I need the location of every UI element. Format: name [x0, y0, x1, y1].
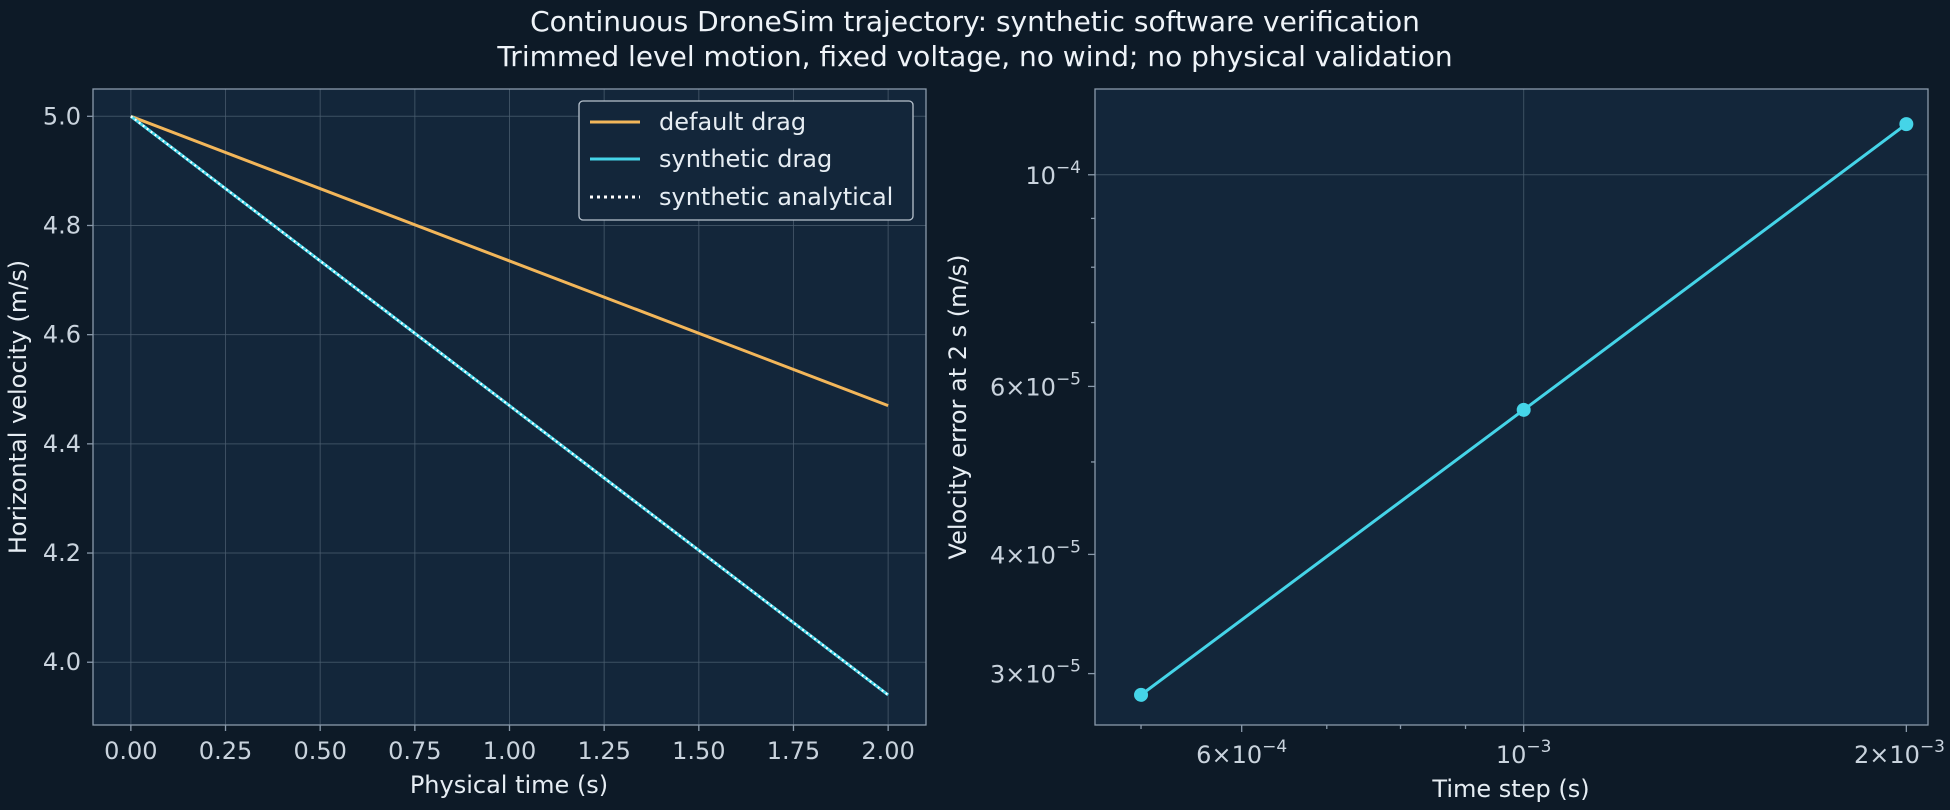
legend-label-default-drag: default drag — [659, 108, 806, 136]
velocity-legend: default drag synthetic drag synthetic an… — [578, 100, 914, 221]
convergence-plot-area — [1095, 89, 1928, 725]
legend-label-synthetic-drag: synthetic drag — [659, 145, 832, 173]
velocity-x-tick-label: 1.50 — [672, 737, 725, 765]
legend-box — [578, 100, 914, 221]
figure-title: Continuous DroneSim trajectory: syntheti… — [530, 5, 1420, 38]
convergence-x-tick-label: 6×10−4 — [1196, 737, 1287, 769]
velocity-x-tick-label: 0.50 — [293, 737, 346, 765]
convergence-y-tick-label: 4×10−5 — [990, 537, 1081, 569]
velocity-y-axis-label: Horizontal velocity (m/s) — [4, 260, 32, 554]
convergence-point — [1134, 687, 1149, 702]
velocity-x-tick-label: 0.00 — [104, 737, 157, 765]
velocity-y-tick-label: 4.0 — [43, 648, 81, 676]
convergence-x-tick-label: 2×10−3 — [1854, 737, 1945, 769]
convergence-axes-frame — [1094, 88, 1929, 726]
velocity-chart: 0.00 0.25 0.50 0.75 1.00 1.25 1.50 1.75 2.00 4.0 4… — [4, 88, 927, 799]
convergence-point — [1899, 117, 1914, 132]
convergence-point — [1516, 402, 1531, 417]
velocity-line-synthetic-analytical — [130, 115, 889, 696]
convergence-chart: 6×10−4 10−3 2×10−3 3×10−5 4×10−5 6×10−5 10−4 T… — [944, 88, 1945, 803]
velocity-y-tick-label: 4.6 — [43, 321, 81, 349]
convergence-x-axis-label: Time step (s) — [1431, 775, 1589, 803]
velocity-y-tick-label: 5.0 — [43, 102, 81, 130]
velocity-y-tick-label: 4.8 — [43, 211, 81, 239]
velocity-y-tick-label: 4.2 — [43, 539, 81, 567]
figure-subtitle: Trimmed level motion, fixed voltage, no … — [496, 40, 1452, 73]
velocity-y-tick-label: 4.4 — [43, 430, 81, 458]
convergence-y-tick-label: 10−4 — [1025, 158, 1081, 190]
velocity-x-tick-label: 0.25 — [199, 737, 252, 765]
velocity-x-tick-label: 0.75 — [388, 737, 441, 765]
convergence-y-axis-label: Velocity error at 2 s (m/s) — [944, 255, 972, 560]
velocity-x-axis-label: Physical time (s) — [410, 771, 608, 799]
velocity-x-tick-label: 1.00 — [483, 737, 536, 765]
velocity-x-tick-label: 1.25 — [577, 737, 630, 765]
velocity-x-tick-label: 2.00 — [861, 737, 914, 765]
convergence-x-tick-label: 10−3 — [1496, 737, 1552, 769]
velocity-x-tick-label: 1.75 — [767, 737, 820, 765]
legend-label-synthetic-analytical: synthetic analytical — [659, 183, 893, 211]
convergence-y-tick-label: 3×10−5 — [990, 657, 1081, 689]
convergence-y-tick-label: 6×10−5 — [990, 369, 1081, 401]
velocity-line-default-drag — [130, 114, 889, 408]
